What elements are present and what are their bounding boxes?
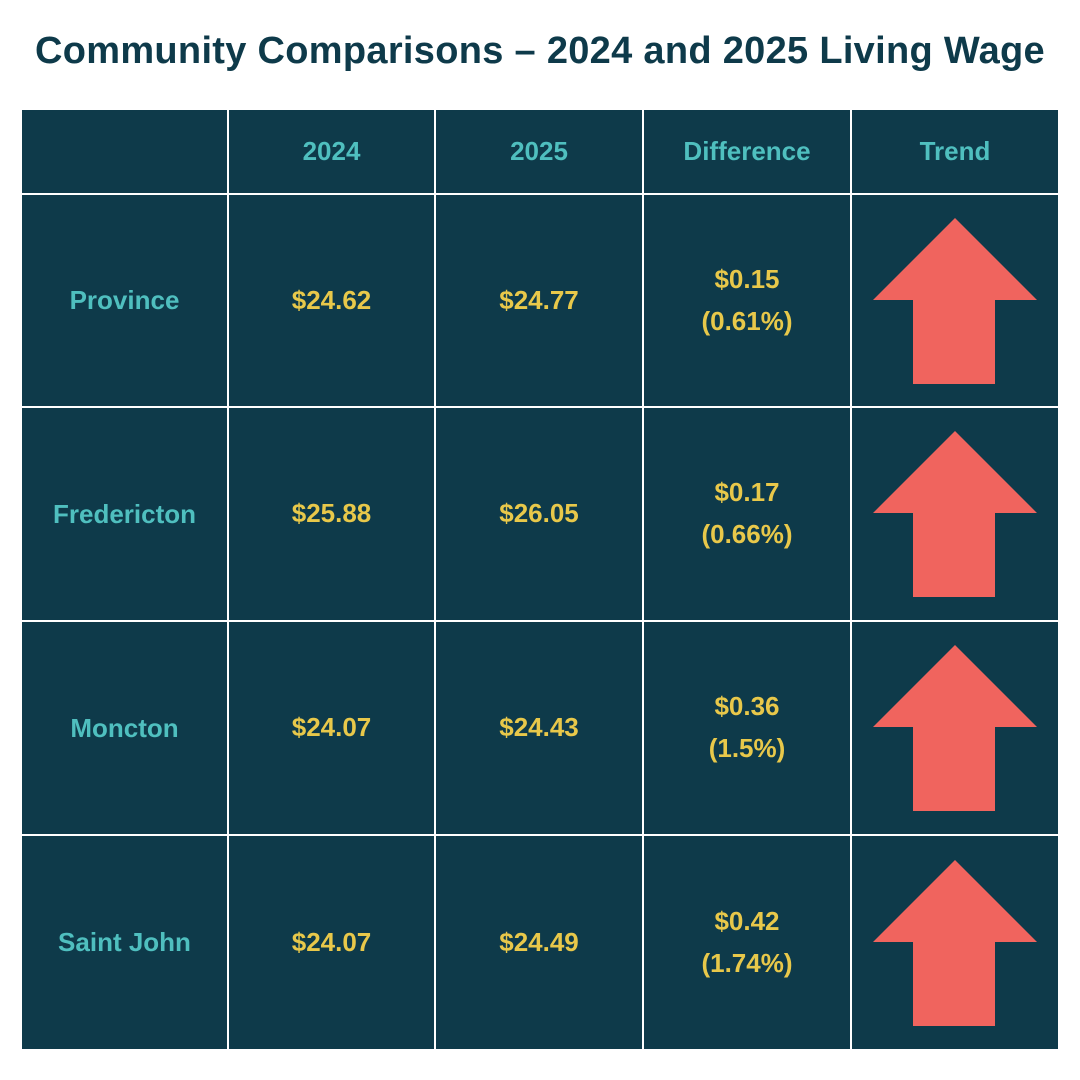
page-title: Community Comparisons – 2024 and 2025 Li… bbox=[34, 30, 1045, 72]
up-arrow-icon bbox=[873, 645, 1037, 811]
cell-trend-moncton bbox=[852, 622, 1058, 834]
header-difference: Difference bbox=[644, 110, 850, 193]
cell-2024-province: $24.62 bbox=[229, 195, 434, 406]
difference-amount: $0.17 bbox=[714, 477, 780, 508]
cell-2024-saint-john: $24.07 bbox=[229, 836, 434, 1049]
row-label-saint-john: Saint John bbox=[22, 836, 227, 1049]
cell-2025-fredericton: $26.05 bbox=[436, 408, 642, 620]
header-2024: 2024 bbox=[229, 110, 434, 193]
cell-difference-fredericton: $0.17 (0.66%) bbox=[644, 408, 850, 620]
header-empty-cell bbox=[22, 110, 227, 193]
difference-percent: (1.5%) bbox=[708, 733, 786, 763]
row-label-province: Province bbox=[22, 195, 227, 406]
cell-trend-fredericton bbox=[852, 408, 1058, 620]
difference-amount: $0.42 bbox=[714, 905, 780, 936]
cell-2024-fredericton: $25.88 bbox=[229, 408, 434, 620]
cell-difference-province: $0.15 (0.61%) bbox=[644, 195, 850, 406]
row-label-moncton: Moncton bbox=[22, 622, 227, 834]
difference-percent: (0.66%) bbox=[701, 519, 793, 549]
cell-trend-saint-john bbox=[852, 836, 1058, 1049]
difference-percent: (1.74%) bbox=[701, 947, 793, 978]
cell-difference-moncton: $0.36 (1.5%) bbox=[644, 622, 850, 834]
header-trend: Trend bbox=[852, 110, 1058, 193]
comparison-table: 2024 2025 Difference Trend Province $24.… bbox=[22, 110, 1058, 1053]
row-label-fredericton: Fredericton bbox=[22, 408, 227, 620]
header-2025: 2025 bbox=[436, 110, 642, 193]
difference-amount: $0.15 bbox=[714, 263, 780, 294]
up-arrow-icon bbox=[873, 431, 1037, 597]
cell-trend-province bbox=[852, 195, 1058, 406]
cell-2025-saint-john: $24.49 bbox=[436, 836, 642, 1049]
up-arrow-icon bbox=[873, 859, 1037, 1026]
cell-2025-province: $24.77 bbox=[436, 195, 642, 406]
cell-2024-moncton: $24.07 bbox=[229, 622, 434, 834]
difference-percent: (0.61%) bbox=[701, 305, 793, 336]
difference-amount: $0.36 bbox=[714, 691, 780, 722]
up-arrow-icon bbox=[873, 217, 1037, 384]
cell-2025-moncton: $24.43 bbox=[436, 622, 642, 834]
cell-difference-saint-john: $0.42 (1.74%) bbox=[644, 836, 850, 1049]
